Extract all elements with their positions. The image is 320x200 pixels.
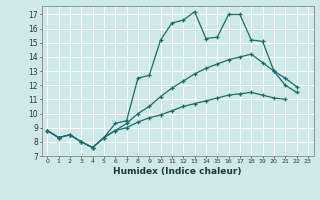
X-axis label: Humidex (Indice chaleur): Humidex (Indice chaleur) xyxy=(113,167,242,176)
